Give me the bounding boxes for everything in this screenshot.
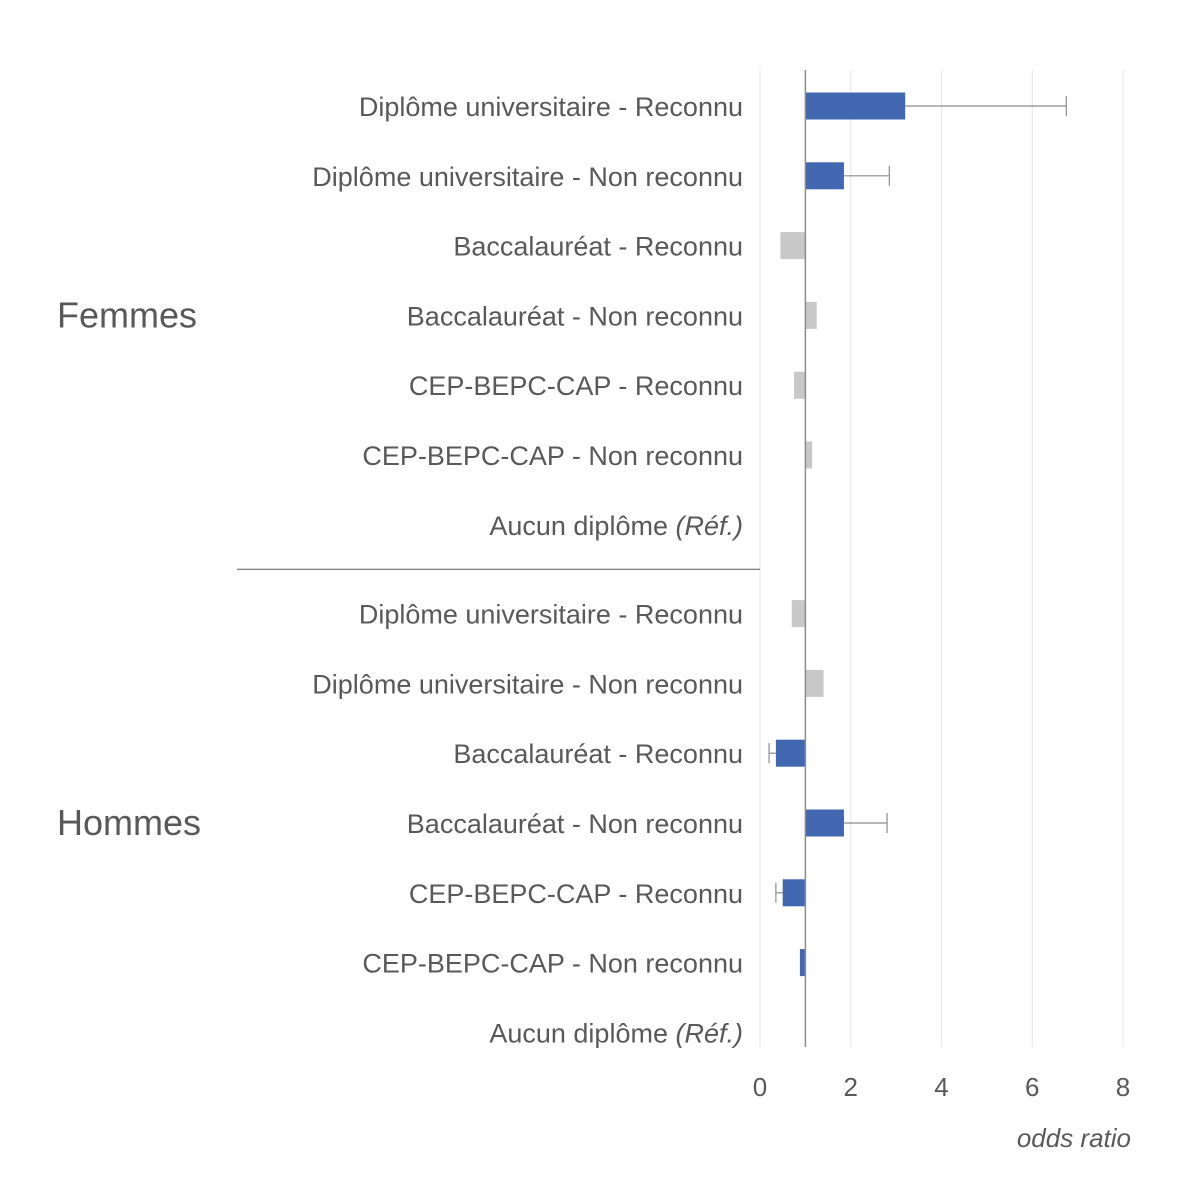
bar (805, 162, 844, 190)
category-label: Baccalauréat - Reconnu (453, 739, 743, 769)
category-label: Diplôme universitaire - Reconnu (359, 92, 743, 122)
group-label: Hommes (57, 802, 201, 843)
grid-lines (237, 70, 1124, 1047)
bar (799, 949, 806, 977)
bar (794, 371, 806, 399)
category-labels: Diplôme universitaire - Reconnu Diplôme u… (57, 92, 743, 1048)
x-tick-label: 6 (1025, 1072, 1039, 1102)
x-tick-label: 8 (1116, 1072, 1130, 1102)
bar (805, 92, 906, 120)
bar (791, 600, 806, 628)
bar (805, 669, 824, 697)
bar (805, 809, 844, 837)
bars (768, 70, 1067, 1047)
x-axis-title: odds ratio (1017, 1123, 1131, 1153)
category-label: Aucun diplôme (Réf.) (489, 511, 743, 541)
group-label: Femmes (57, 294, 197, 335)
category-label: CEP-BEPC-CAP - Reconnu (409, 879, 743, 909)
category-label: Baccalauréat - Reconnu (453, 232, 743, 262)
category-label: Diplôme universitaire - Non reconnu (312, 162, 743, 192)
bar (805, 301, 817, 329)
x-tick-label: 2 (844, 1072, 858, 1102)
bar (805, 441, 813, 469)
x-tick-label: 4 (934, 1072, 948, 1102)
category-label: CEP-BEPC-CAP - Reconnu (409, 371, 743, 401)
x-tick-label: 0 (753, 1072, 767, 1102)
category-label: CEP-BEPC-CAP - Non reconnu (362, 441, 743, 471)
x-axis-ticks: 0 2 4 6 8 (753, 1072, 1130, 1102)
bar (775, 739, 806, 767)
bar (780, 232, 806, 260)
bar (782, 879, 806, 907)
category-label: Baccalauréat - Non reconnu (407, 301, 743, 331)
category-label: Diplôme universitaire - Non reconnu (312, 669, 743, 699)
category-label: Baccalauréat - Non reconnu (407, 809, 743, 839)
category-label: Diplôme universitaire - Reconnu (359, 600, 743, 630)
category-label: CEP-BEPC-CAP - Non reconnu (362, 949, 743, 979)
category-label: Aucun diplôme (Réf.) (489, 1018, 743, 1048)
